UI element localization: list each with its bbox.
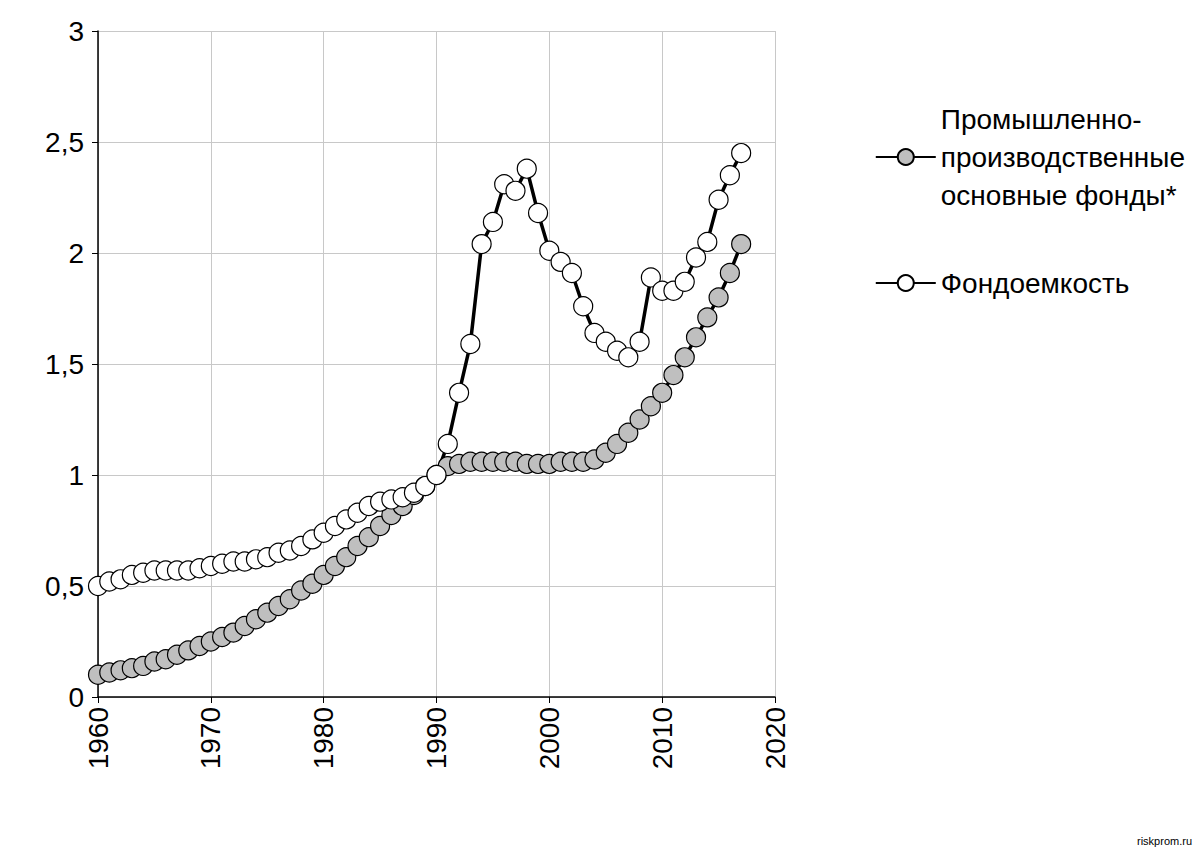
svg-text:0: 0 xyxy=(68,681,84,713)
svg-text:3: 3 xyxy=(68,16,84,47)
svg-text:1,5: 1,5 xyxy=(45,349,84,380)
svg-text:1960: 1960 xyxy=(83,707,114,769)
svg-text:1: 1 xyxy=(68,460,84,491)
svg-text:2000: 2000 xyxy=(534,707,565,769)
svg-text:Фондоемкость: Фондоемкость xyxy=(941,268,1130,299)
svg-text:0,5: 0,5 xyxy=(45,571,84,602)
svg-text:2020: 2020 xyxy=(760,707,791,769)
svg-text:2010: 2010 xyxy=(647,707,678,769)
svg-text:1970: 1970 xyxy=(195,707,226,769)
svg-text:riskprom.ru: riskprom.ru xyxy=(1137,835,1192,847)
svg-text:2,5: 2,5 xyxy=(45,127,84,158)
svg-text:2: 2 xyxy=(68,238,84,269)
svg-text:производственные: производственные xyxy=(941,142,1185,173)
svg-text:1990: 1990 xyxy=(421,707,452,769)
svg-text:основные фонды*: основные фонды* xyxy=(941,180,1177,211)
svg-text:Промышленно-: Промышленно- xyxy=(941,104,1142,135)
svg-text:1980: 1980 xyxy=(308,707,339,769)
